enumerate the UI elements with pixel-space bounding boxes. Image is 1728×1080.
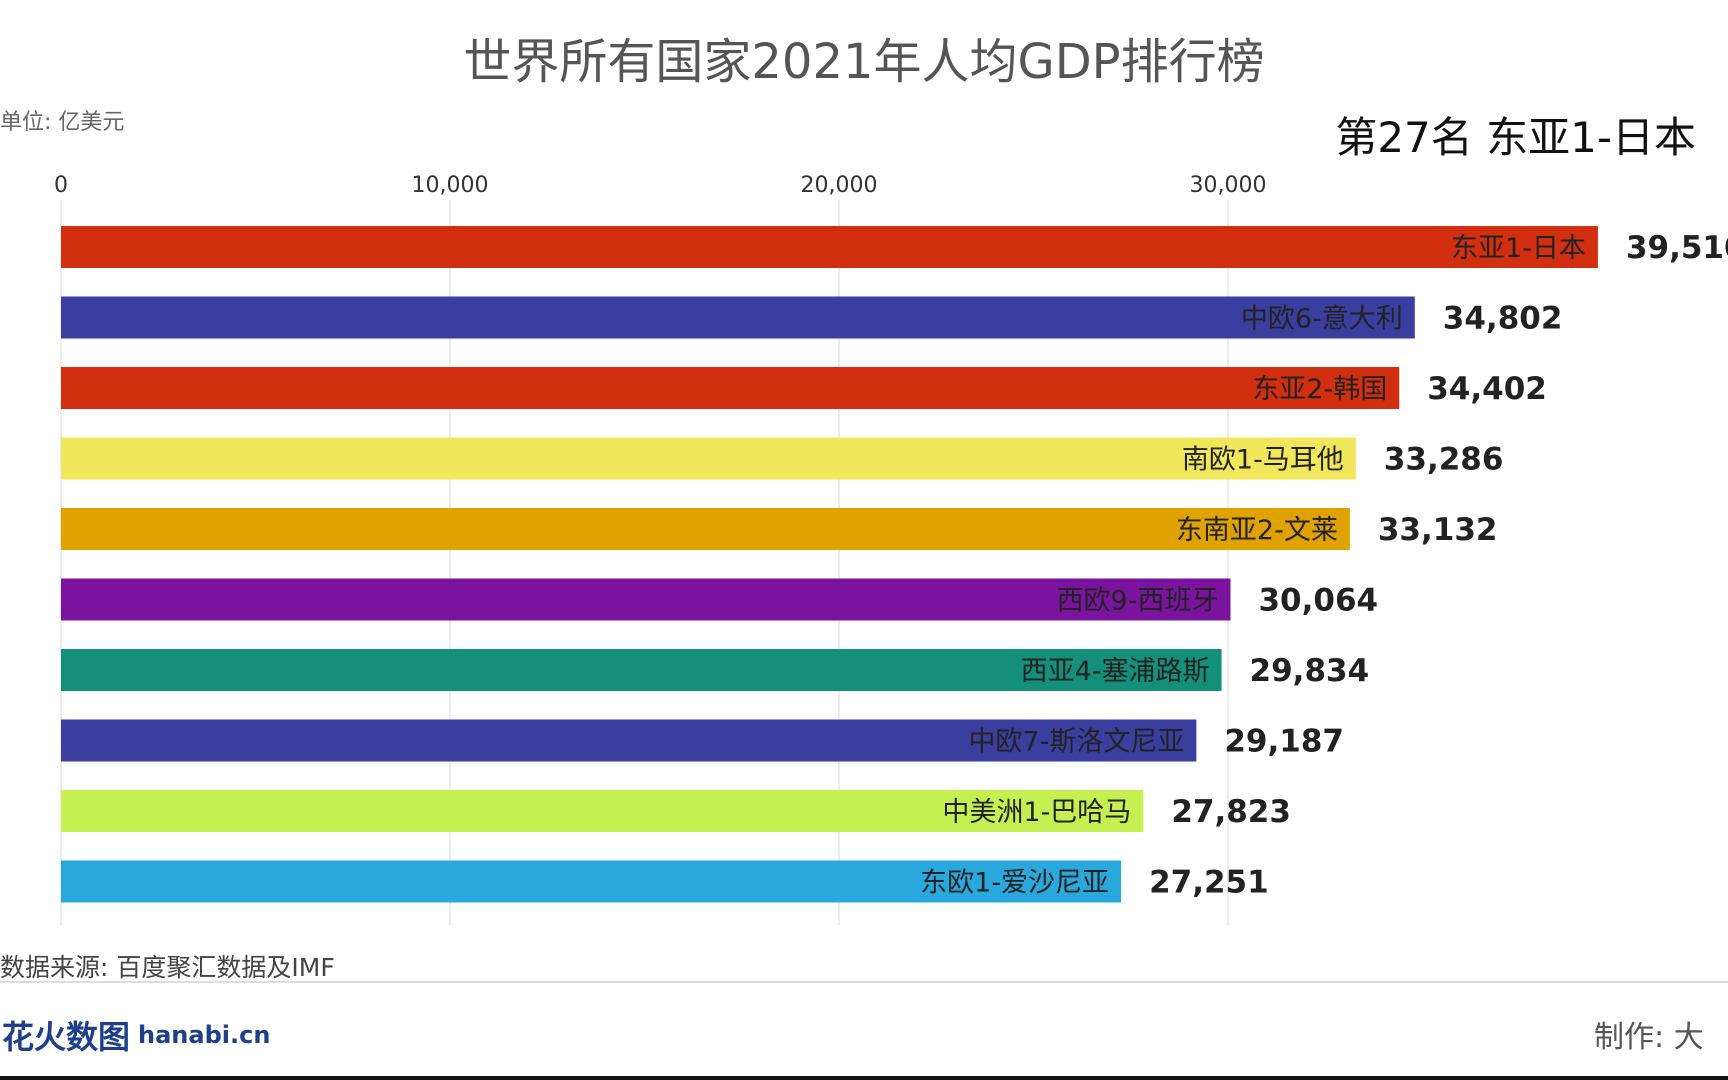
bar-value-label: 30,064 — [1258, 583, 1378, 619]
bar-value-label: 33,132 — [1378, 512, 1498, 548]
bar-value-label: 29,834 — [1250, 653, 1370, 689]
bar — [61, 578, 1231, 621]
logo: 花火数图 hanabi.cn — [2, 1012, 270, 1058]
bar — [61, 508, 1350, 550]
bar-category-label: 东亚1-日本 — [1451, 233, 1586, 264]
bar — [61, 790, 1144, 832]
tick-label: 0 — [54, 173, 68, 198]
bar — [61, 437, 1356, 480]
bar-value-label: 27,251 — [1149, 865, 1269, 901]
bar — [61, 296, 1415, 339]
bar — [61, 649, 1222, 691]
bar-value-label: 27,823 — [1171, 794, 1291, 830]
bar-value-label: 34,802 — [1443, 301, 1563, 337]
bar-category-label: 中欧7-斯洛文尼亚 — [968, 727, 1184, 758]
tick-label: 30,000 — [1190, 173, 1267, 198]
bar-value-label: 33,286 — [1384, 442, 1504, 478]
author-credit: 制作: 大 — [1594, 1020, 1704, 1055]
bar — [61, 226, 1598, 268]
bar-category-label: 东亚2-韩国 — [1252, 374, 1387, 405]
bar-category-label: 中欧6-意大利 — [1241, 304, 1403, 335]
bar-category-label: 南欧1-马耳他 — [1182, 445, 1344, 476]
unit-label: 单位: 亿美元 — [0, 110, 125, 135]
bar-category-label: 东南亚2-文莱 — [1176, 515, 1338, 546]
tick-label: 10,000 — [412, 173, 489, 198]
rank-label: 第27名 东亚1-日本 — [1335, 113, 1696, 162]
chart-title: 世界所有国家2021年人均GDP排行榜 — [463, 34, 1265, 90]
bar-value-label: 39,510 — [1626, 230, 1728, 266]
divider — [0, 981, 1728, 983]
bar-category-label: 西欧9-西班牙 — [1057, 586, 1219, 617]
logo-cn: 花火数图 — [2, 1018, 131, 1056]
bar — [61, 719, 1197, 762]
source-note: 数据来源: 百度聚汇数据及IMF — [0, 953, 335, 982]
bar — [61, 367, 1400, 409]
bar-value-label: 29,187 — [1224, 724, 1344, 760]
bar-category-label: 西亚4-塞浦路斯 — [1021, 656, 1210, 687]
tick-label: 20,000 — [801, 173, 878, 198]
bar-category-label: 东欧1-爱沙尼亚 — [920, 868, 1109, 899]
logo-en: hanabi.cn — [138, 1021, 271, 1049]
bar — [61, 860, 1122, 903]
bar-value-label: 34,402 — [1427, 371, 1547, 407]
bar-category-label: 中美洲1-巴哈马 — [942, 797, 1131, 828]
bottom-border — [0, 1076, 1728, 1080]
bar-chart: 0 10,000 20,000 30,000 东亚1-日本 39,510 中欧6-意大利 34… — [54, 173, 1728, 925]
